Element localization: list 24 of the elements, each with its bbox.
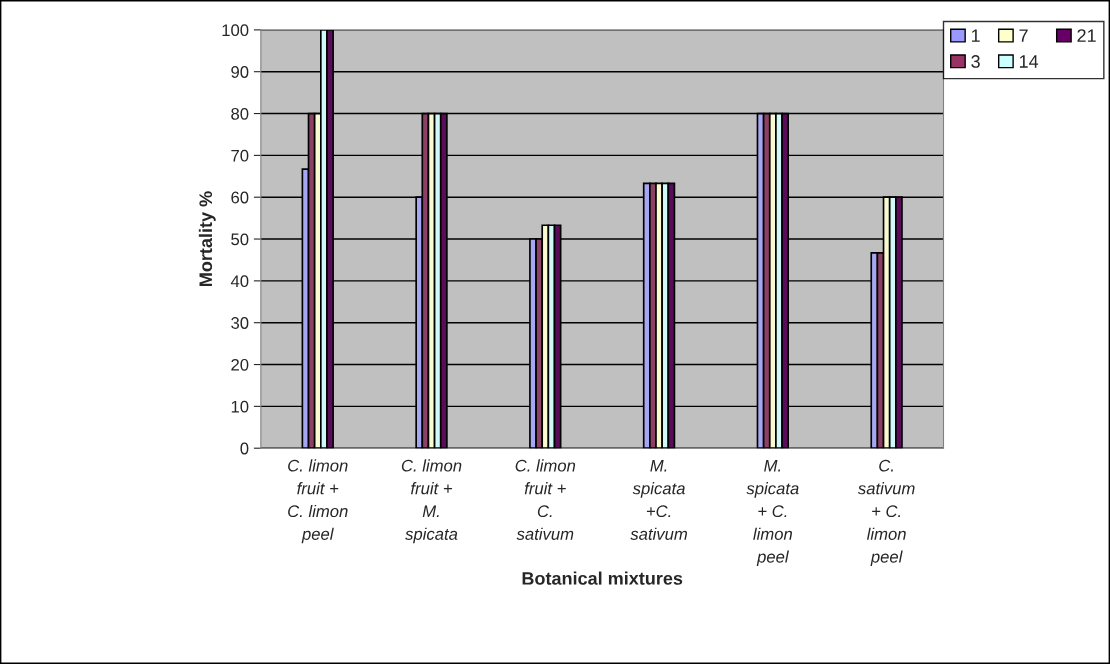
x-axis-title: Botanical mixtures — [522, 571, 683, 585]
y-tick-label: 50 — [231, 233, 249, 246]
legend-label: 1 — [971, 29, 980, 42]
x-tick-label: M. spicata +C. sativum — [630, 459, 687, 540]
x-tick-label: C. limon fruit + C. limon peel — [288, 459, 348, 544]
x-tick-label: C. limon fruit + M. spicata — [401, 459, 462, 544]
y-tick-label: 60 — [231, 191, 249, 204]
x-tick-label: M. spicata + C. limon peel — [746, 459, 799, 566]
y-tick-label: 40 — [230, 275, 249, 288]
y-axis-title: Mortality % — [198, 191, 216, 286]
y-tick-label: 10 — [231, 400, 249, 413]
legend-label: 21 — [1077, 29, 1096, 42]
legend-label: 7 — [1019, 29, 1028, 42]
y-tick-label: 90 — [231, 66, 249, 78]
y-tick-label: 100 — [222, 24, 249, 37]
x-tick-label: C. limon fruit + C. sativum — [515, 459, 576, 540]
y-tick-label: 30 — [231, 317, 249, 329]
y-tick-label: 70 — [231, 149, 249, 162]
y-tick-label: 80 — [231, 107, 249, 120]
legend-label: 14 — [1019, 55, 1039, 68]
y-tick-label: 0 — [240, 442, 249, 455]
x-tick-label: C. sativum + C. limon peel — [857, 459, 915, 566]
legend-label: 3 — [971, 55, 980, 68]
y-tick-label: 20 — [231, 358, 249, 371]
